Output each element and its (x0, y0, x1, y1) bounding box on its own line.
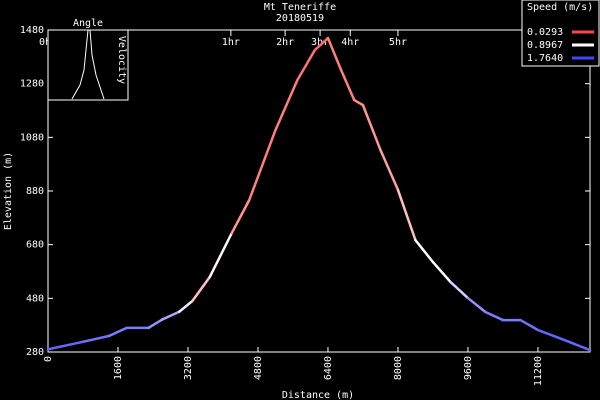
x-tick-label: 6400 (323, 356, 334, 380)
profile-segment (296, 48, 317, 82)
time-tick-label: 3hr (311, 37, 329, 48)
y-tick-label: 880 (26, 186, 44, 197)
profile-segment (208, 231, 233, 279)
x-tick-label: 9600 (463, 356, 474, 380)
profile-segment (247, 128, 277, 202)
x-tick-label: 11200 (533, 356, 544, 386)
profile-segment (313, 36, 330, 52)
y-tick-label: 1080 (20, 132, 44, 143)
profile-segment (536, 328, 566, 342)
chart-subtitle: 20180519 (276, 13, 324, 24)
profile-segment (191, 275, 212, 303)
time-tick-label: 5hr (389, 37, 407, 48)
chart-title: Mt Teneriffe (264, 2, 336, 13)
y-tick-label: 1480 (20, 25, 44, 36)
plot-frame (47, 29, 591, 353)
profile-segment (339, 68, 356, 102)
legend-label: 1.7640 (527, 53, 563, 64)
inset: Angle Velocity (47, 18, 129, 101)
inset-curve (71, 29, 105, 100)
profile-segment (352, 98, 365, 107)
inset-title: Angle (73, 18, 103, 29)
x-tick-label: 1600 (113, 356, 124, 380)
profile-segment (484, 310, 505, 322)
time-tick-label: 2hr (276, 37, 294, 48)
x-tick-label: 3200 (183, 356, 194, 380)
legend-title: Speed (m/s) (527, 2, 593, 13)
profile-segment (519, 318, 540, 332)
profile-segment (414, 238, 435, 264)
legend-label: 0.0293 (527, 27, 563, 38)
legend-label: 0.8967 (527, 40, 563, 51)
x-tick-label: 8000 (393, 356, 404, 380)
inset-frame (47, 29, 129, 101)
x-axis-label: Distance (m) (282, 390, 354, 400)
profile-segment (379, 148, 400, 192)
legend: Speed (m/s) 0.0293 0.8967 1.7640 (521, 0, 600, 67)
profile-segment (160, 310, 181, 322)
profile-segment (230, 198, 251, 235)
y-tick-label: 1280 (20, 79, 44, 90)
profile-segment (449, 280, 470, 300)
y-axis-label: Elevation (m) (3, 152, 14, 230)
profile-segment (107, 326, 128, 338)
profile-segment (46, 340, 85, 351)
profile-segment (466, 296, 487, 314)
profile-segment (431, 260, 452, 284)
profile-segment (562, 338, 592, 352)
inset-ylabel: Velocity (116, 36, 127, 84)
profile-segment (396, 188, 417, 242)
time-tick-label: 1hr (222, 37, 240, 48)
profile-segment (147, 318, 163, 330)
profile-segment (361, 103, 382, 152)
y-tick-label: 480 (26, 293, 44, 304)
profile-segment (326, 36, 343, 72)
profile-segment (274, 78, 299, 132)
time-tick-label: 4hr (341, 37, 359, 48)
profile-segment (177, 299, 194, 313)
profile-segment (81, 334, 111, 344)
x-tick-label: 0 (43, 356, 54, 362)
y-tick-label: 280 (26, 347, 44, 358)
x-tick-label: 4800 (253, 356, 264, 380)
y-tick-label: 680 (26, 240, 44, 251)
